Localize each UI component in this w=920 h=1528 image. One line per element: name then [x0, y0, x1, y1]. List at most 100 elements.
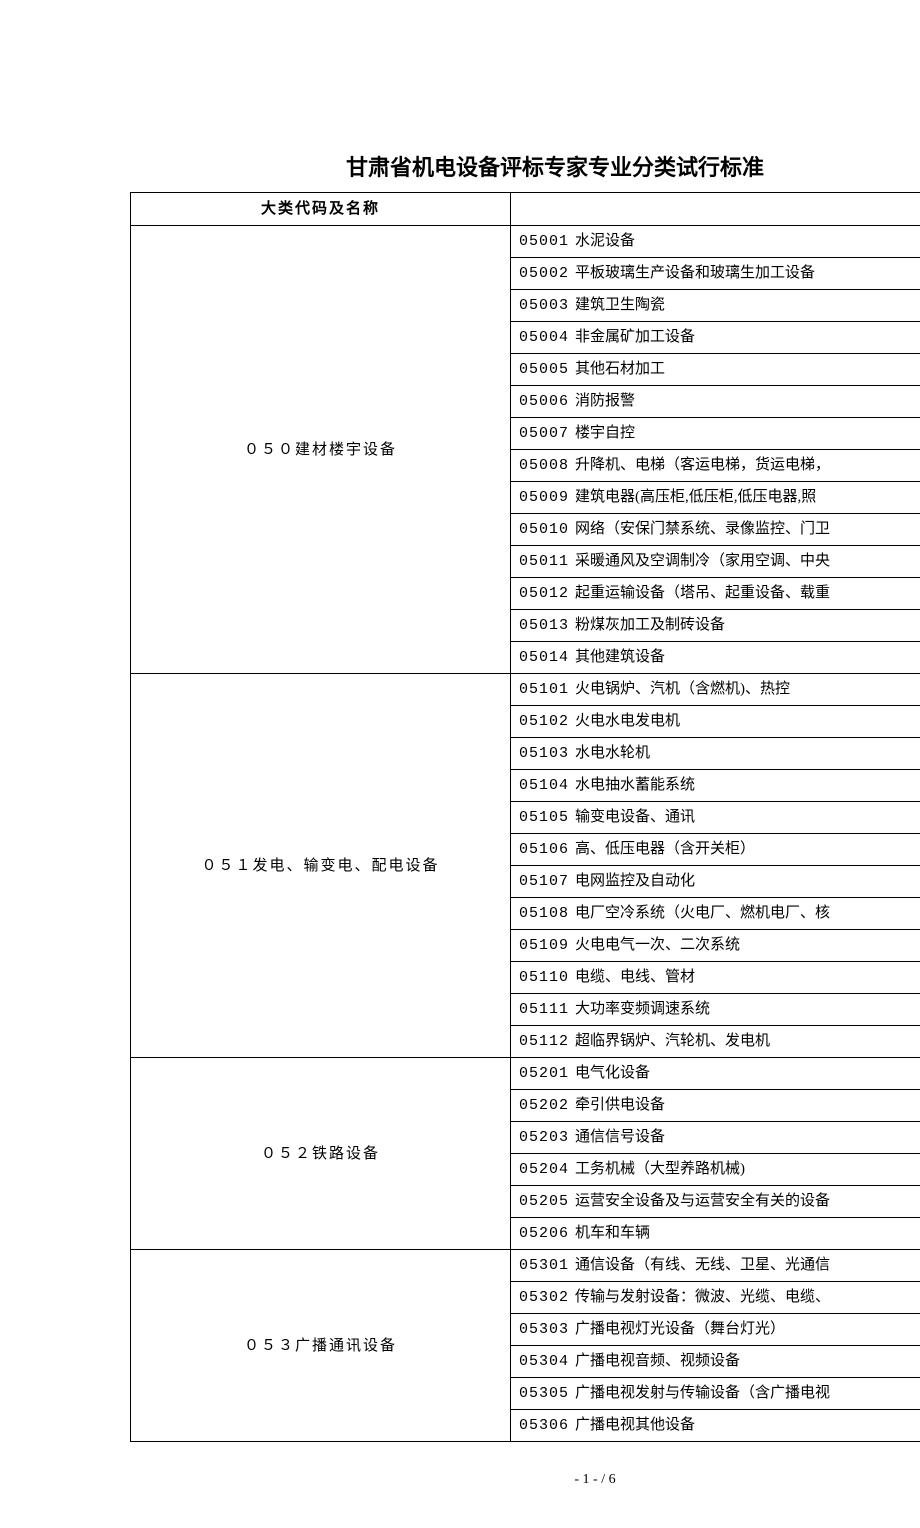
item-text: 采暖通风及空调制冷（家用空调、中央 — [575, 553, 830, 569]
item-text: 火电电气一次、二次系统 — [575, 937, 740, 953]
item-text: 起重运输设备（塔吊、起重设备、载重 — [575, 585, 830, 601]
item-code: 05009 — [519, 489, 569, 506]
item-code: 05203 — [519, 1129, 569, 1146]
item-code: 05306 — [519, 1417, 569, 1434]
item-text: 广播电视灯光设备（舞台灯光） — [575, 1321, 785, 1337]
item-text: 广播电视其他设备 — [575, 1417, 695, 1433]
item-text: 工务机械（大型养路机械) — [575, 1161, 745, 1177]
item-text: 升降机、电梯（客运电梯，货运电梯， — [575, 457, 830, 473]
item-text: 楼宇自控 — [575, 425, 635, 441]
item-cell: 05002 平板玻璃生产设备和玻璃生加工设备 — [511, 258, 920, 290]
item-cell: 05102火电水电发电机 — [511, 706, 920, 738]
item-cell: 05305广播电视发射与传输设备（含广播电视 — [511, 1378, 920, 1410]
item-cell: 05304 广播电视音频、视频设备 — [511, 1346, 920, 1378]
item-cell: 05206 机车和车辆 — [511, 1218, 920, 1250]
item-text: 其他石材加工 — [575, 361, 665, 377]
item-text: 大功率变频调速系统 — [575, 1001, 710, 1017]
item-cell: 05201电气化设备 — [511, 1058, 920, 1090]
item-text: 非金属矿加工设备 — [575, 329, 695, 345]
item-cell: 05302 传输与发射设备：微波、光缆、电缆、 — [511, 1282, 920, 1314]
item-code: 05101 — [519, 681, 569, 698]
item-code: 05102 — [519, 713, 569, 730]
item-cell: 05204 工务机械（大型养路机械) — [511, 1154, 920, 1186]
item-cell: 05007楼宇自控 — [511, 418, 920, 450]
current-page: - 1 - — [574, 1472, 597, 1487]
item-text: 通信信号设备 — [575, 1129, 665, 1145]
item-cell: 05010网络（安保门禁系统、录像监控、门卫 — [511, 514, 920, 546]
item-text: 平板玻璃生产设备和玻璃生加工设备 — [575, 265, 815, 281]
item-cell: 05109火电电气一次、二次系统 — [511, 930, 920, 962]
item-text: 牵引供电设备 — [575, 1097, 665, 1113]
item-text: 机车和车辆 — [575, 1225, 650, 1241]
category-cell: ０５２铁路设备 — [131, 1058, 511, 1250]
item-text: 高、低压电器（含开关柜） — [575, 841, 755, 857]
item-cell: 05303 广播电视灯光设备（舞台灯光） — [511, 1314, 920, 1346]
item-cell: 05009 建筑电器(高压柜,低压柜,低压电器,照 — [511, 482, 920, 514]
item-text: 网络（安保门禁系统、录像监控、门卫 — [575, 521, 830, 537]
item-code: 05303 — [519, 1321, 569, 1338]
item-code: 05107 — [519, 873, 569, 890]
item-code: 05304 — [519, 1353, 569, 1370]
item-cell: 05001 水泥设备 — [511, 226, 920, 258]
item-text: 水泥设备 — [575, 233, 635, 249]
item-text: 广播电视音频、视频设备 — [575, 1353, 740, 1369]
item-code: 05008 — [519, 457, 569, 474]
item-code: 05001 — [519, 233, 569, 250]
item-code: 05012 — [519, 585, 569, 602]
item-code: 05105 — [519, 809, 569, 826]
item-code: 05202 — [519, 1097, 569, 1114]
item-text: 电厂空冷系统（火电厂、燃机电厂、核 — [575, 905, 830, 921]
item-text: 传输与发射设备：微波、光缆、电缆、 — [575, 1289, 830, 1305]
item-cell: 05005 其他石材加工 — [511, 354, 920, 386]
item-cell: 05110 电缆、电线、管材 — [511, 962, 920, 994]
item-code: 05005 — [519, 361, 569, 378]
item-code: 05206 — [519, 1225, 569, 1242]
table-header-empty — [511, 193, 920, 226]
item-cell: 05014其他建筑设备 — [511, 642, 920, 674]
item-cell: 05105 输变电设备、通讯 — [511, 802, 920, 834]
item-cell: 05301通信设备（有线、无线、卫星、光通信 — [511, 1250, 920, 1282]
item-code: 05205 — [519, 1193, 569, 1210]
item-cell: 05203 通信信号设备 — [511, 1122, 920, 1154]
item-cell: 05011采暖通风及空调制冷（家用空调、中央 — [511, 546, 920, 578]
item-cell: 05101 火电锅炉、汽机（含燃机)、热控 — [511, 674, 920, 706]
category-cell: ０５３广播通讯设备 — [131, 1250, 511, 1442]
item-cell: 05108 电厂空冷系统（火电厂、燃机电厂、核 — [511, 898, 920, 930]
item-text: 输变电设备、通讯 — [575, 809, 695, 825]
item-cell: 05008 升降机、电梯（客运电梯，货运电梯， — [511, 450, 920, 482]
item-text: 电缆、电线、管材 — [575, 969, 695, 985]
total-pages: 6 — [609, 1472, 616, 1487]
item-text: 火电锅炉、汽机（含燃机)、热控 — [575, 681, 790, 697]
item-code: 05110 — [519, 969, 569, 986]
item-code: 05204 — [519, 1161, 569, 1178]
item-text: 超临界锅炉、汽轮机、发电机 — [575, 1033, 770, 1049]
table-row: ０５０建材楼宇设备05001水泥设备 — [131, 226, 920, 258]
item-cell: 05202 牵引供电设备 — [511, 1090, 920, 1122]
item-code: 05108 — [519, 905, 569, 922]
document-title: 甘肃省机电设备评标专家专业分类试行标准 — [190, 150, 920, 182]
category-cell: ０５０建材楼宇设备 — [131, 226, 511, 674]
page-footer: - 1 - / 6 — [270, 1472, 920, 1488]
item-text: 建筑电器(高压柜,低压柜,低压电器,照 — [575, 489, 816, 505]
item-code: 05302 — [519, 1289, 569, 1306]
item-cell: 05205运营安全设备及与运营安全有关的设备 — [511, 1186, 920, 1218]
item-code: 05002 — [519, 265, 569, 282]
item-cell: 05013 粉煤灰加工及制砖设备 — [511, 610, 920, 642]
classification-table: 大类代码及名称 ０５０建材楼宇设备05001水泥设备05002平板玻璃生产设备和… — [130, 192, 920, 1442]
item-cell: 05306 广播电视其他设备 — [511, 1410, 920, 1442]
item-cell: 05107电网监控及自动化 — [511, 866, 920, 898]
item-text: 粉煤灰加工及制砖设备 — [575, 617, 725, 633]
item-code: 05106 — [519, 841, 569, 858]
item-code: 05013 — [519, 617, 569, 634]
item-code: 05301 — [519, 1257, 569, 1274]
item-text: 水电抽水蓄能系统 — [575, 777, 695, 793]
item-text: 水电水轮机 — [575, 745, 650, 761]
table-row: ０５３广播通讯设备05301通信设备（有线、无线、卫星、光通信 — [131, 1250, 920, 1282]
item-text: 其他建筑设备 — [575, 649, 665, 665]
item-cell: 05111大功率变频调速系统 — [511, 994, 920, 1026]
item-cell: 05003建筑卫生陶瓷 — [511, 290, 920, 322]
item-code: 05103 — [519, 745, 569, 762]
item-cell: 05104水电抽水蓄能系统 — [511, 770, 920, 802]
item-text: 建筑卫生陶瓷 — [575, 297, 665, 313]
item-text: 消防报警 — [575, 393, 635, 409]
